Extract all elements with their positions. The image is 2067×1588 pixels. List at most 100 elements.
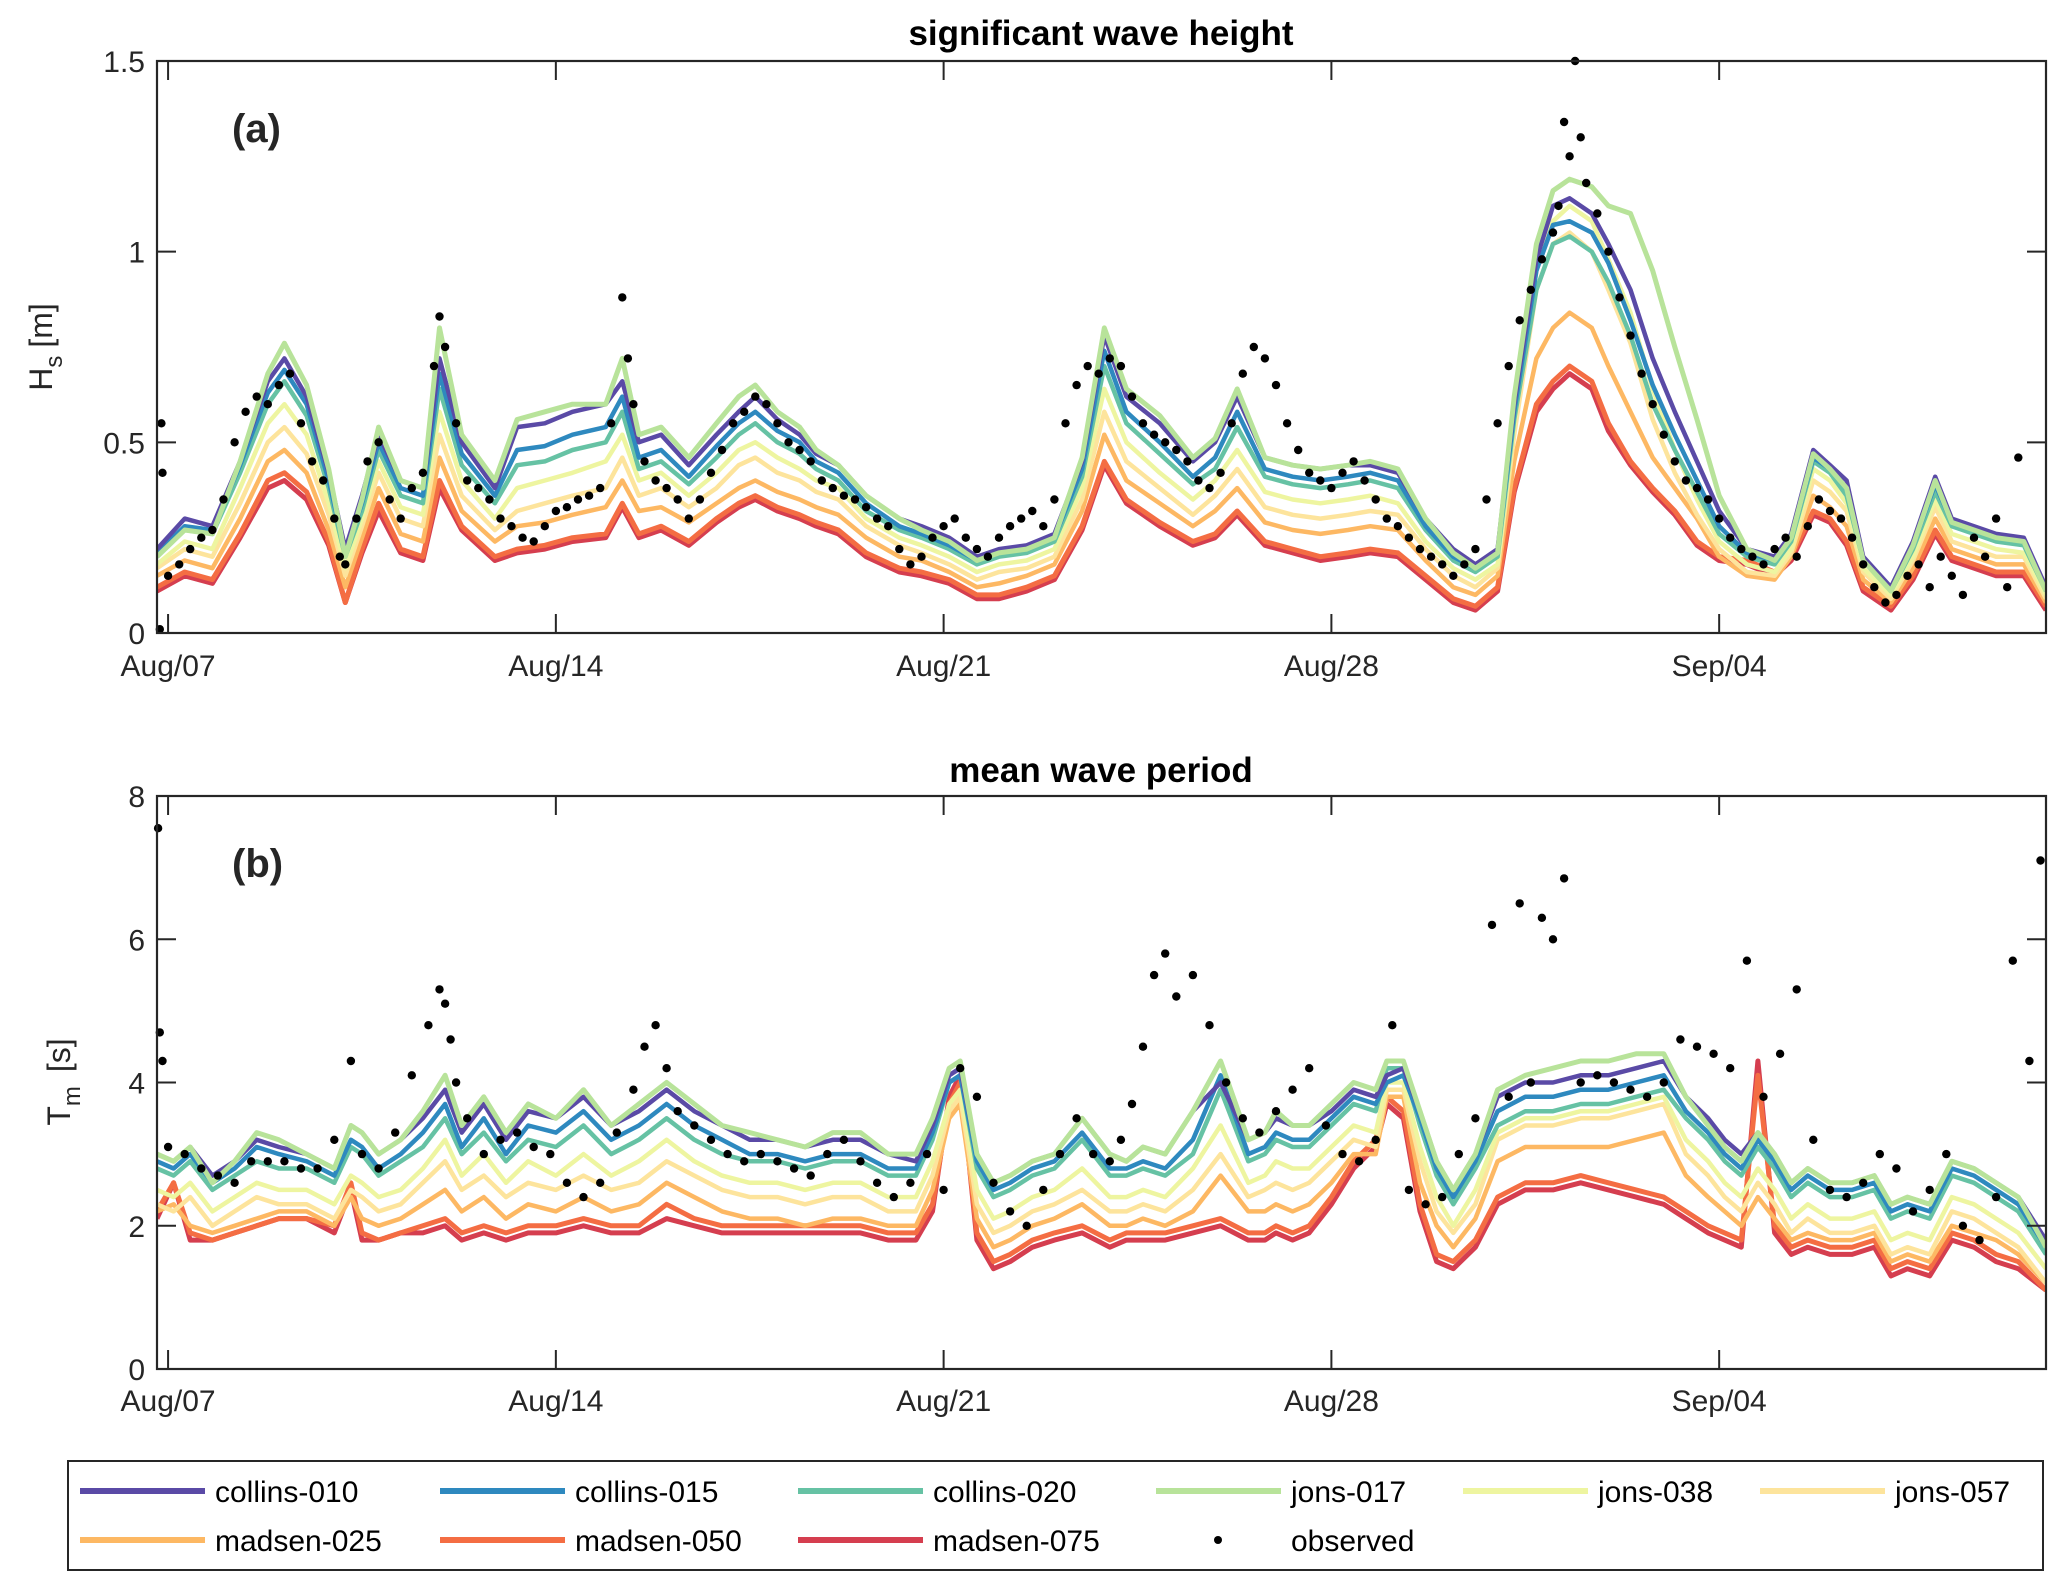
observed-point: [789, 1164, 799, 1173]
observed-point: [1914, 560, 1923, 569]
observed-point: [1371, 495, 1380, 504]
observed-point: [1703, 495, 1713, 504]
observed-point: [717, 445, 727, 455]
observed-point: [1681, 476, 1691, 485]
observed-point: [1770, 544, 1779, 554]
observed-point: [2014, 453, 2023, 462]
observed-point: [307, 457, 317, 466]
observed-point: [1238, 369, 1248, 378]
observed-point: [1526, 285, 1536, 294]
observed-point: [695, 495, 705, 504]
legend-label: observed: [1291, 1525, 1414, 1558]
observed-point: [618, 293, 627, 302]
observed-point: [1172, 445, 1181, 455]
observed-point: [374, 1164, 383, 1173]
y-tick-label: 2: [128, 1211, 145, 1244]
observed-point: [612, 1128, 621, 1137]
observed-point: [163, 571, 173, 580]
observed-point: [850, 495, 860, 504]
observed-point: [429, 361, 439, 371]
observed-point: [2003, 583, 2012, 592]
observed-point: [1415, 544, 1425, 554]
observed-point: [280, 1157, 289, 1166]
observed-point: [208, 525, 217, 535]
observed-point: [1421, 1200, 1430, 1209]
observed-point: [463, 476, 472, 485]
ticks-tm: Aug/07 Aug/14 Aug/21 Aug/28 Sep/04 0 2 4 6 8: [121, 781, 2046, 1418]
panel-tm: mean wave period Aug/07 Aug/14 Aug/21 Aug/2…: [41, 751, 2048, 1418]
legend-item-jons-057: jons-057: [1760, 1476, 2010, 1509]
series-line-collins-020: [157, 234, 2046, 594]
x-tick-label: Aug/14: [508, 650, 603, 683]
observed-point: [1094, 369, 1103, 378]
observed-point: [247, 1157, 256, 1166]
observed-point: [629, 400, 638, 409]
observed-point: [551, 506, 561, 516]
observed-point: [157, 419, 166, 428]
y-tick-label: 0.5: [103, 427, 145, 460]
observed-point: [1161, 438, 1170, 447]
series-line-jons-057: [157, 230, 2046, 601]
observed-point: [640, 457, 649, 466]
series-line-jons-057: [157, 1087, 2046, 1285]
observed-point: [756, 1149, 765, 1159]
ylabel-sub: s: [41, 356, 68, 368]
legend-label: collins-020: [933, 1476, 1076, 1509]
observed-point: [1282, 419, 1292, 428]
observed-point: [546, 1149, 555, 1159]
observed-point: [507, 522, 516, 531]
observed-point: [1537, 913, 1547, 922]
x-tick-label: Sep/04: [1672, 1385, 1767, 1418]
observed-point: [939, 1185, 948, 1195]
observed-point: [2036, 856, 2045, 865]
y-tick-label: 0: [128, 618, 145, 651]
chart-title-hs: significant wave height: [908, 14, 1293, 53]
observed-point: [2008, 956, 2018, 965]
plot-frame-hs: [155, 59, 2048, 635]
observed-point: [623, 354, 633, 363]
observed-point: [1022, 1221, 1031, 1231]
observed-point: [529, 537, 538, 546]
observed-point: [1969, 533, 1979, 542]
observed-point: [424, 1020, 433, 1030]
observed-point: [994, 533, 1004, 542]
observed-point: [1327, 483, 1336, 493]
observed-point: [2025, 1056, 2034, 1066]
observed-point: [180, 1149, 189, 1159]
svg-text:Tm[s]: Tm [s]: [41, 1038, 86, 1125]
observed-point: [1759, 1092, 1768, 1102]
x-tick-label: Aug/14: [508, 1385, 603, 1418]
observed-point: [1149, 970, 1159, 980]
observed-point: [230, 1178, 239, 1188]
observed-point: [1471, 1114, 1480, 1123]
observed-point: [451, 1078, 461, 1087]
observed-point: [197, 533, 206, 542]
observed-point: [1504, 1092, 1513, 1102]
observed-point: [263, 400, 272, 409]
series-line-collins-020: [157, 1065, 2046, 1256]
legend-swatch: [1214, 1536, 1222, 1544]
observed-point: [1471, 544, 1480, 554]
observed-point: [1316, 476, 1325, 485]
observed-point: [1371, 1135, 1380, 1145]
legend-label: jons-017: [1290, 1476, 1406, 1509]
observed-point: [1548, 228, 1558, 237]
observed-point: [579, 1192, 588, 1202]
observed-point: [440, 342, 450, 352]
panel-label-b: (b): [232, 842, 283, 886]
series-layer-tm: [157, 1051, 2046, 1293]
observed-point: [1903, 571, 1912, 580]
observed-point: [1116, 1135, 1126, 1145]
observed-point: [1216, 468, 1225, 477]
observed-point: [1221, 1078, 1231, 1087]
series-line-jons-017: [157, 176, 2046, 594]
observed-point: [1870, 583, 1879, 592]
observed-point: [330, 514, 339, 523]
observed-point: [706, 468, 716, 477]
observed-point: [1188, 970, 1198, 980]
observed-point: [1083, 361, 1092, 371]
observed-point: [1726, 533, 1735, 542]
observed-point: [1842, 1192, 1851, 1202]
legend-label: madsen-050: [575, 1525, 742, 1558]
legend-item-collins-015: collins-015: [440, 1476, 718, 1509]
